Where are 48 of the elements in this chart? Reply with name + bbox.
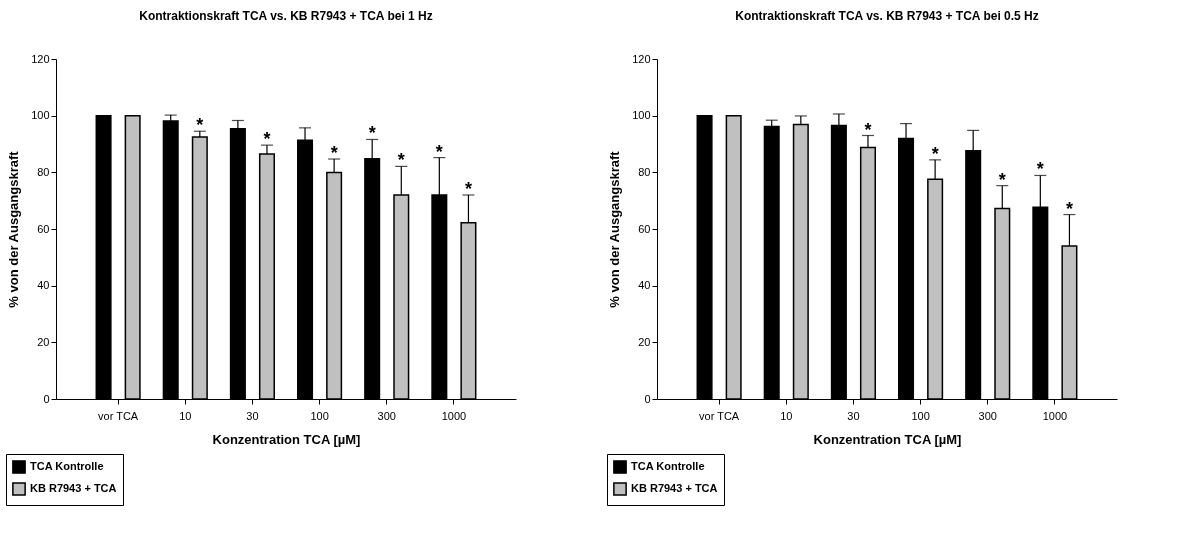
x-tick-label: 100 [310, 409, 329, 422]
x-tick-label: 1000 [1042, 409, 1068, 422]
data-label: * [931, 143, 939, 164]
x-axis-title: Konzentration TCA [µM] [212, 431, 361, 447]
x-tick-label: 100 [911, 409, 930, 422]
y-tick-label: 80 [638, 165, 651, 178]
chart-title: Kontraktionskraft TCA vs. KB R7943 + TCA bei 1 Hz [139, 9, 433, 23]
data-label: * [998, 169, 1006, 190]
y-tick-label: 100 [31, 109, 50, 122]
y-tick-label: 40 [37, 279, 50, 292]
x-tick-label: 10 [179, 409, 192, 422]
y-tick-label: 120 [632, 52, 651, 65]
y-tick-label: 40 [638, 279, 651, 292]
y-tick-label: 100 [632, 109, 651, 122]
data-label: * [368, 123, 376, 144]
data-label: * [330, 143, 338, 164]
legend-label: TCA Kontrolle [30, 460, 104, 472]
x-tick-label: 1000 [441, 409, 467, 422]
x-tick-label: vor TCA [699, 409, 740, 422]
y-tick-label: 20 [638, 335, 651, 348]
x-tick-label: 300 [377, 409, 396, 422]
data-label: * [397, 150, 405, 171]
data-label: * [1065, 198, 1073, 219]
data-label: * [196, 115, 204, 136]
y-axis-title: % von der Ausgangskraft [6, 150, 22, 308]
legend-label: KB R7943 + TCA [30, 482, 117, 494]
x-tick-label: 30 [847, 409, 860, 422]
x-tick-label: vor TCA [98, 409, 139, 422]
data-label: * [263, 129, 271, 150]
chart-title: Kontraktionskraft TCA vs. KB R7943 + TCA bei 0.5 Hz [735, 9, 1039, 23]
y-axis-title: % von der Ausgangskraft [607, 150, 623, 308]
y-tick-label: 60 [638, 222, 651, 235]
data-label: * [864, 119, 872, 140]
x-axis-title: Konzentration TCA [µM] [813, 431, 962, 447]
y-tick-label: 120 [31, 52, 50, 65]
y-tick-label: 0 [644, 392, 651, 405]
y-tick-label: 20 [37, 335, 50, 348]
y-tick-label: 60 [37, 222, 50, 235]
legend-label: KB R7943 + TCA [631, 482, 718, 494]
data-label: * [435, 141, 443, 162]
legend-label: TCA Kontrolle [631, 460, 705, 472]
x-tick-label: 300 [978, 409, 997, 422]
y-tick-label: 80 [37, 165, 50, 178]
data-label: * [464, 179, 472, 199]
y-tick-label: 0 [43, 392, 50, 405]
x-tick-label: 10 [780, 409, 793, 422]
data-label: * [1036, 159, 1044, 180]
x-tick-label: 30 [246, 409, 259, 422]
